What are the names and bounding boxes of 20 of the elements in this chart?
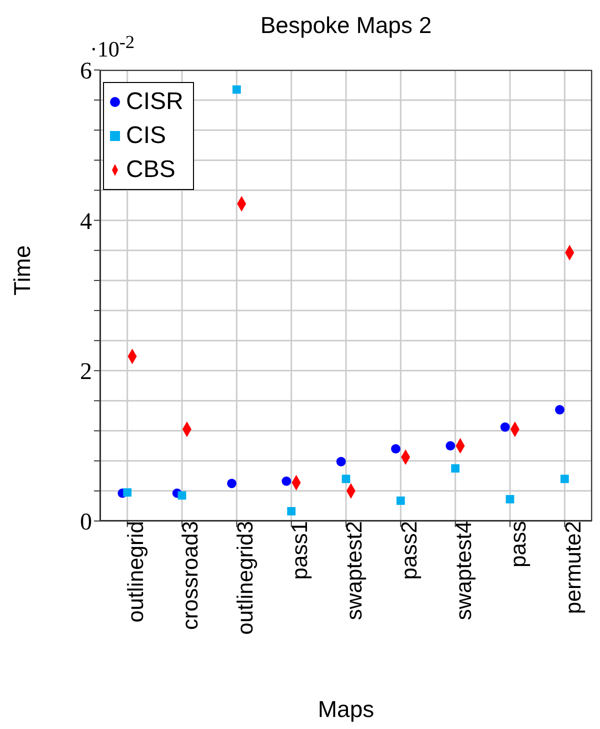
y-tick-label: 2	[80, 359, 92, 386]
legend-label: CISR	[126, 87, 184, 117]
text: ·10$^{-2}$	[90, 32, 135, 62]
legend-label: CIS	[126, 121, 166, 151]
x-axis-title: Maps	[318, 696, 374, 722]
x-tick-label: swaptest4	[450, 521, 476, 620]
x-tick-label: pass1	[286, 521, 312, 580]
x-tick-label: outlinegrid	[122, 521, 148, 623]
x-tick-label: permute2	[560, 521, 586, 614]
y-tick-label: 0	[80, 510, 92, 536]
y-axis-title: Time	[9, 245, 36, 296]
y-tick-label: 4	[80, 208, 92, 235]
y-tick-label: 6	[80, 58, 92, 85]
legend-label: CBS	[126, 155, 176, 185]
x-tick-label: crossroad3	[178, 521, 203, 630]
x-tick-label: outlinegrid3	[232, 521, 258, 635]
x-tick-label: pass	[506, 521, 531, 568]
chart-title: Bespoke Maps 2	[260, 12, 432, 38]
x-tick-label: swaptest2	[342, 521, 367, 620]
x-tick-label: pass2	[396, 521, 422, 580]
